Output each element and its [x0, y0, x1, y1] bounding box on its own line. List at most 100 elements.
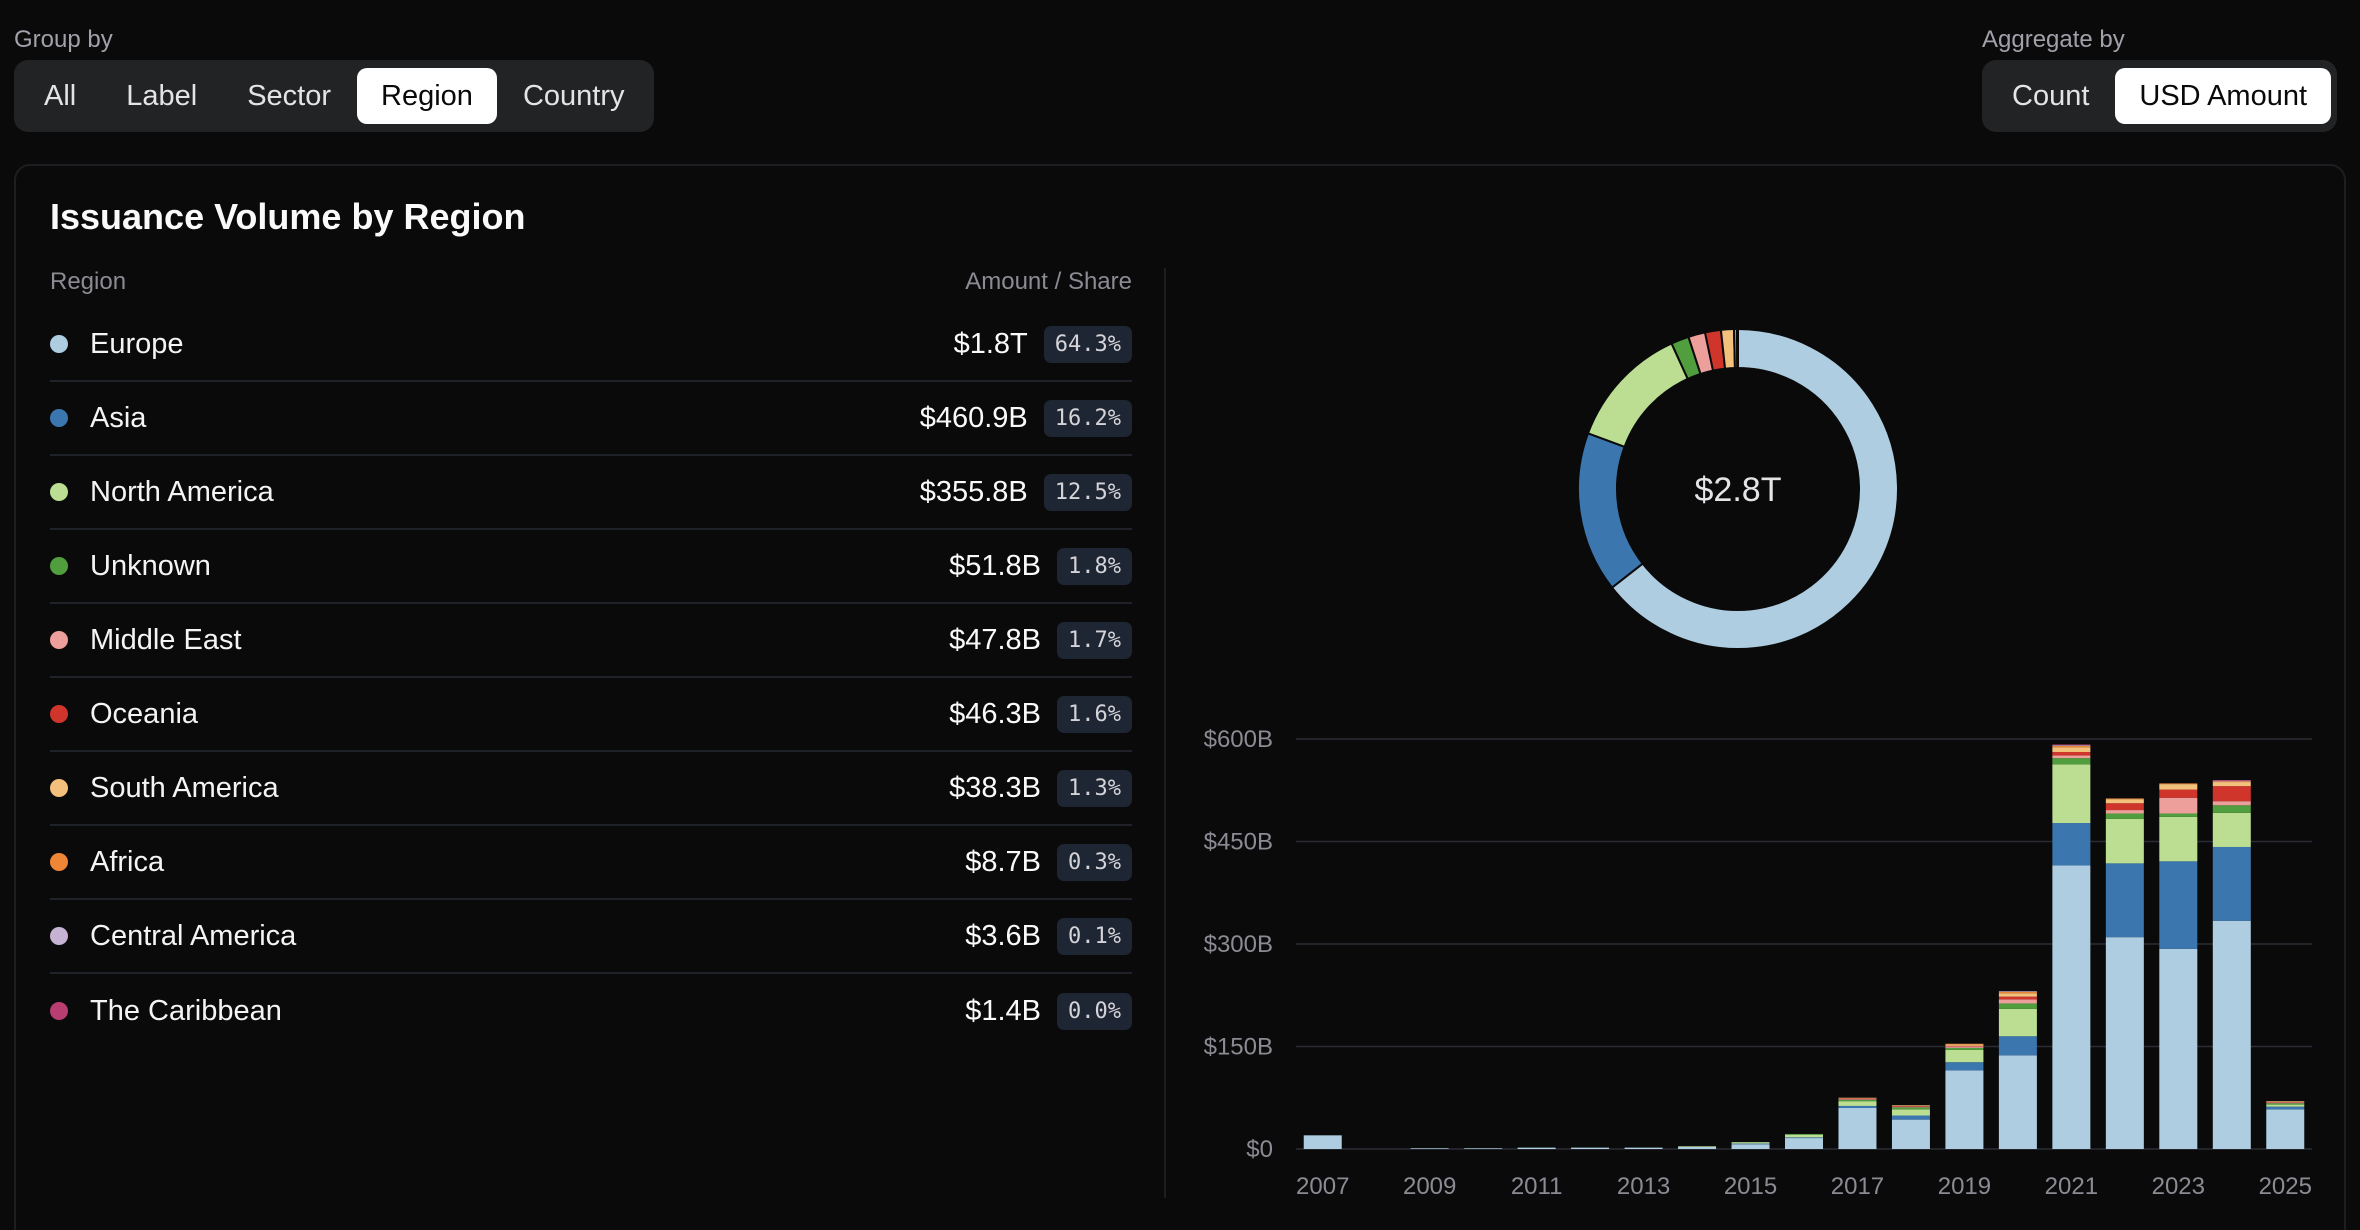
y-tick-label: $300B — [1204, 931, 1273, 958]
x-tick-label: 2007 — [1296, 1173, 1349, 1200]
region-share-badge: 1.6% — [1057, 695, 1132, 733]
donut-center-total: $2.8T — [1695, 471, 1782, 509]
bar-segment-middle-east-2019 — [1945, 1046, 1984, 1048]
column-divider — [1164, 268, 1166, 1198]
bar-segment-oceania-2019 — [1945, 1045, 1984, 1047]
region-amount: $460.9B — [919, 401, 1028, 434]
group-by-segmented-control: All Label Sector Region Country — [14, 60, 655, 132]
bar-segment-oceania-2023 — [2159, 789, 2198, 798]
group-by-option-region[interactable]: Region — [357, 68, 497, 124]
legend-dot — [50, 779, 68, 797]
bar-segment-south-america-2017 — [1838, 1097, 1877, 1099]
bar-segment-asia-2019 — [1945, 1062, 1984, 1071]
region-row-unknown: Unknown $51.8B 1.8% — [50, 530, 1132, 604]
bar-segment-the-caribbean-2021 — [2052, 744, 2091, 746]
x-tick-label: 2013 — [1617, 1173, 1670, 1200]
region-row-the-caribbean: The Caribbean $1.4B 0.0% — [50, 974, 1132, 1048]
group-by-option-country[interactable]: Country — [522, 79, 625, 112]
bar-segment-central-america-2020 — [1998, 991, 2037, 992]
group-by-option-sector[interactable]: Sector — [247, 79, 332, 112]
bar-segment-south-america-2025 — [2266, 1101, 2305, 1102]
bar-segment-europe-2019 — [1945, 1070, 1984, 1149]
bar-segment-asia-2018 — [1891, 1115, 1930, 1120]
bar-segment-europe-2025 — [2266, 1109, 2305, 1149]
group-by-label: Group by — [14, 26, 113, 53]
legend-dot — [50, 409, 68, 427]
region-amount: $51.8B — [949, 549, 1042, 582]
region-share-badge: 1.7% — [1057, 621, 1132, 659]
region-amount: $38.3B — [949, 771, 1042, 804]
legend-dot — [50, 1002, 68, 1020]
bar-segment-unknown-2016 — [1785, 1133, 1823, 1135]
bar-segment-north-america-2017 — [1838, 1101, 1877, 1106]
bar-segment-south-america-2024 — [2212, 782, 2251, 787]
region-amount: $1.8T — [953, 327, 1028, 360]
region-name: Central America — [90, 919, 297, 952]
region-name: South America — [90, 771, 279, 804]
legend-dot — [50, 557, 68, 575]
region-amount: $47.8B — [949, 623, 1042, 656]
legend-dot — [50, 483, 68, 501]
x-tick-label: 2009 — [1403, 1173, 1456, 1200]
bar-segment-middle-east-2021 — [2052, 755, 2091, 759]
region-amount: $46.3B — [949, 697, 1042, 730]
card-title: Issuance Volume by Region — [50, 196, 526, 237]
bar-segment-the-caribbean-2024 — [2212, 780, 2251, 781]
donut-slice-asia — [1577, 431, 1645, 590]
region-list: Europe $1.8T 64.3% Asia $460.9B 16.2% North Am… — [50, 308, 1132, 1048]
bar-segment-africa-2024 — [2212, 781, 2251, 783]
legend-dot — [50, 927, 68, 945]
region-share-badge: 0.3% — [1057, 843, 1132, 881]
region-name: North America — [90, 475, 274, 508]
bar-segment-oceania-2017 — [1838, 1098, 1877, 1100]
bar-segment-oceania-2024 — [2212, 786, 2251, 802]
bar-segment-africa-2023 — [2159, 783, 2198, 785]
aggregate-by-option-usd-amount[interactable]: USD Amount — [2115, 68, 2332, 124]
bar-segment-north-america-2023 — [2159, 816, 2198, 862]
bar-segment-middle-east-2022 — [2105, 810, 2144, 814]
bar-segment-unknown-2020 — [1998, 1003, 2037, 1009]
bar-segment-europe-2014 — [1678, 1146, 1717, 1149]
region-share-badge: 1.3% — [1057, 769, 1132, 807]
legend-dot — [50, 853, 68, 871]
bar-segment-unknown-2021 — [2052, 758, 2091, 765]
region-name: Asia — [90, 401, 147, 434]
bar-segment-asia-2024 — [2212, 846, 2251, 921]
y-tick-label: $150B — [1204, 1034, 1273, 1061]
region-name: Africa — [90, 845, 165, 878]
bar-segment-unknown-2025 — [2266, 1103, 2305, 1105]
bar-segment-asia-2016 — [1785, 1137, 1823, 1139]
bar-segment-europe-2016 — [1785, 1138, 1823, 1149]
bar-segment-north-america-2020 — [1998, 1008, 2037, 1037]
y-tick-label: $450B — [1204, 829, 1273, 856]
bar-segment-asia-2015 — [1731, 1143, 1770, 1145]
column-header-region: Region — [50, 268, 127, 295]
x-tick-label: 2011 — [1511, 1173, 1563, 1200]
bar-segment-oceania-2025 — [2266, 1101, 2305, 1103]
bar-segment-south-america-2021 — [2052, 747, 2091, 752]
bar-segment-europe-2013 — [1624, 1147, 1663, 1149]
bar-segment-europe-2023 — [2159, 948, 2198, 1149]
bar-segment-north-america-2021 — [2052, 764, 2091, 824]
bar-segment-oceania-2020 — [1998, 996, 2037, 1000]
aggregate-by-option-count[interactable]: Count — [2012, 79, 2090, 112]
bar-segment-middle-east-2024 — [2212, 801, 2251, 806]
region-share-badge: 12.5% — [1043, 473, 1132, 511]
bar-segment-south-america-2018 — [1891, 1105, 1930, 1106]
bar-segment-middle-east-2020 — [1998, 999, 2037, 1004]
region-row-central-america: Central America $3.6B 0.1% — [50, 900, 1132, 974]
bar-segment-north-america-2016 — [1785, 1134, 1823, 1138]
bar-segment-europe-2012 — [1571, 1147, 1610, 1149]
region-row-africa: Africa $8.7B 0.3% — [50, 826, 1132, 900]
group-by-option-label[interactable]: Label — [126, 79, 198, 112]
region-amount: $1.4B — [965, 994, 1042, 1027]
bar-segment-europe-2020 — [1998, 1055, 2037, 1149]
group-by-option-all[interactable]: All — [44, 79, 77, 112]
bar-segment-europe-2010 — [1464, 1148, 1503, 1149]
bar-segment-unknown-2024 — [2212, 805, 2251, 813]
table-header: Region Amount / Share — [50, 268, 1132, 296]
bar-segment-unknown-2019 — [1945, 1047, 1984, 1050]
region-name: Europe — [90, 327, 184, 360]
bar-segment-north-america-2022 — [2105, 818, 2144, 864]
